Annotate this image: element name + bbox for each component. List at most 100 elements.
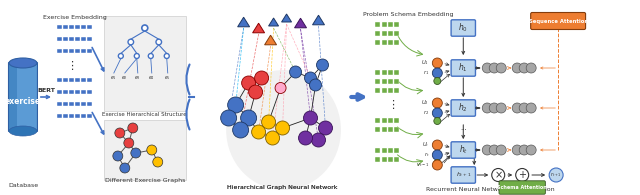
Circle shape: [519, 103, 529, 113]
Bar: [57, 114, 62, 118]
Bar: [381, 40, 387, 45]
Circle shape: [496, 145, 506, 155]
Circle shape: [512, 145, 522, 155]
Bar: [376, 70, 380, 75]
Text: Database: Database: [8, 183, 38, 188]
Bar: [57, 25, 62, 29]
Text: $U_1$: $U_1$: [421, 58, 429, 67]
Polygon shape: [294, 18, 307, 28]
Circle shape: [489, 103, 499, 113]
Circle shape: [476, 67, 477, 69]
FancyBboxPatch shape: [8, 63, 38, 131]
Circle shape: [434, 160, 441, 167]
Bar: [381, 157, 387, 162]
Polygon shape: [269, 18, 278, 26]
Circle shape: [164, 53, 169, 58]
Circle shape: [489, 63, 499, 73]
Circle shape: [526, 63, 536, 73]
Bar: [381, 148, 387, 153]
Bar: [388, 157, 393, 162]
Bar: [75, 78, 80, 82]
Bar: [75, 25, 80, 29]
Circle shape: [289, 66, 301, 78]
Text: ×: ×: [494, 170, 502, 180]
Circle shape: [134, 53, 140, 58]
Bar: [388, 88, 393, 93]
Bar: [376, 127, 380, 132]
Circle shape: [310, 79, 321, 91]
Bar: [394, 148, 399, 153]
Bar: [63, 114, 68, 118]
Circle shape: [434, 118, 441, 124]
Text: $r_t$: $r_t$: [424, 151, 429, 160]
Bar: [376, 31, 380, 36]
Text: Hierarchical Graph Neural Network: Hierarchical Graph Neural Network: [227, 185, 338, 190]
Circle shape: [248, 85, 262, 99]
Polygon shape: [264, 35, 276, 45]
Bar: [376, 118, 380, 123]
Bar: [87, 49, 92, 53]
Circle shape: [319, 121, 333, 135]
Circle shape: [120, 163, 130, 173]
Text: $h_t$: $h_t$: [459, 144, 468, 156]
Bar: [388, 70, 393, 75]
Bar: [57, 49, 62, 53]
Bar: [81, 37, 86, 41]
Text: +: +: [518, 170, 526, 180]
FancyBboxPatch shape: [104, 120, 186, 180]
Bar: [75, 90, 80, 94]
Circle shape: [476, 149, 477, 151]
Circle shape: [147, 145, 157, 155]
Circle shape: [317, 59, 328, 71]
Bar: [57, 90, 62, 94]
Text: Sequence Attention: Sequence Attention: [529, 19, 588, 24]
Bar: [75, 37, 80, 41]
Circle shape: [153, 157, 163, 167]
Circle shape: [477, 149, 479, 151]
Circle shape: [433, 140, 442, 150]
Bar: [394, 127, 399, 132]
Text: Recurrent Neural Network with Attention: Recurrent Neural Network with Attention: [426, 187, 554, 192]
Circle shape: [233, 122, 248, 138]
Bar: [87, 37, 92, 41]
Bar: [376, 88, 380, 93]
Bar: [69, 114, 74, 118]
Bar: [388, 127, 393, 132]
Bar: [69, 102, 74, 106]
Text: BERT: BERT: [37, 88, 55, 93]
Circle shape: [496, 63, 506, 73]
Bar: [81, 102, 86, 106]
Bar: [75, 114, 80, 118]
Text: ⋮: ⋮: [387, 100, 398, 110]
Circle shape: [118, 53, 124, 58]
Bar: [381, 22, 387, 27]
Text: Problem Schema Embedding: Problem Schema Embedding: [363, 12, 454, 17]
Circle shape: [113, 151, 123, 161]
Circle shape: [479, 107, 480, 109]
Bar: [81, 114, 86, 118]
Bar: [394, 79, 399, 84]
Bar: [376, 40, 380, 45]
Bar: [87, 25, 92, 29]
Bar: [394, 31, 399, 36]
Circle shape: [479, 149, 480, 151]
Bar: [388, 22, 393, 27]
Bar: [376, 79, 380, 84]
Polygon shape: [237, 17, 250, 27]
Polygon shape: [253, 23, 264, 33]
Bar: [57, 37, 62, 41]
Bar: [388, 31, 393, 36]
Circle shape: [148, 53, 153, 58]
Circle shape: [128, 123, 138, 133]
Circle shape: [433, 150, 442, 160]
Circle shape: [476, 107, 477, 109]
Bar: [376, 148, 380, 153]
Bar: [63, 37, 68, 41]
Bar: [75, 49, 80, 53]
Circle shape: [115, 128, 125, 138]
Text: $e_3$: $e_3$: [134, 74, 141, 82]
FancyBboxPatch shape: [451, 60, 476, 76]
Bar: [75, 102, 80, 106]
Text: $e_5$: $e_5$: [164, 74, 171, 82]
Bar: [63, 78, 68, 82]
